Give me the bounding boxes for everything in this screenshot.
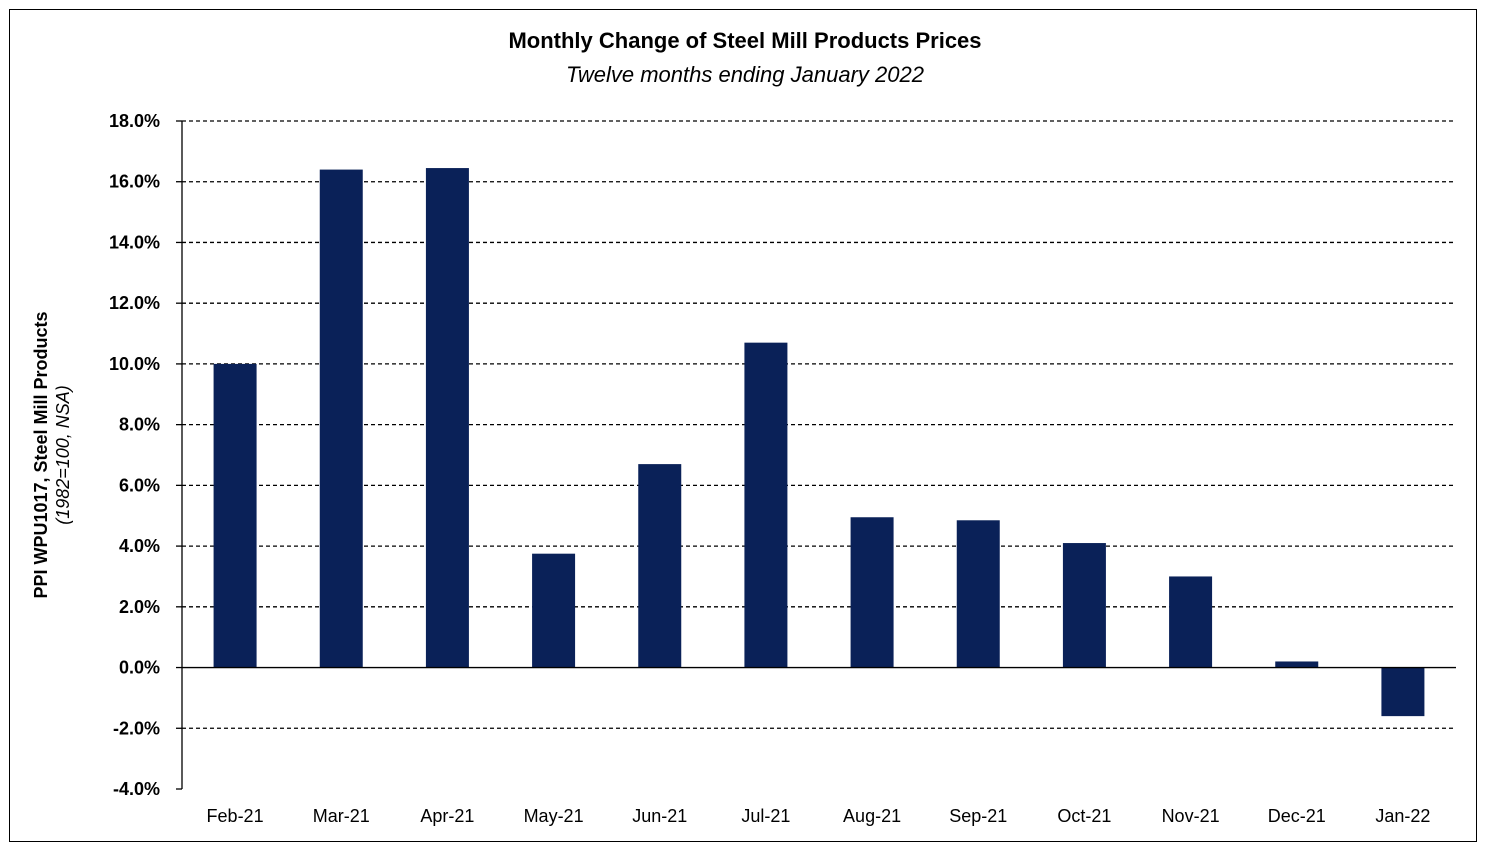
bar-jan-22 <box>1381 667 1425 717</box>
bar-dec-21 <box>1275 661 1319 668</box>
x-tick-label: Mar-21 <box>313 806 370 826</box>
bar-sep-21 <box>956 520 1000 668</box>
x-tick-label: Nov-21 <box>1162 806 1220 826</box>
bar-nov-21 <box>1169 576 1213 668</box>
y-tick-label: 16.0% <box>109 172 160 192</box>
bar-feb-21 <box>213 363 257 668</box>
y-tick-label: 2.0% <box>119 597 160 617</box>
y-tick-labels: -4.0% -2.0% 0.0% 2.0% 4.0% 6.0% 8.0% 10.0% 12.0%… <box>109 111 160 799</box>
y-tick-label: 8.0% <box>119 415 160 435</box>
x-tick-label: Jun-21 <box>632 806 687 826</box>
bar-mar-21 <box>319 169 363 668</box>
x-tick-labels: Feb-21 Mar-21 Apr-21 May-21 Jun-21 Jul-21 Aug-… <box>207 806 1431 826</box>
x-tick-label: Jan-22 <box>1375 806 1430 826</box>
y-tick-label: 14.0% <box>109 232 160 252</box>
y-tick-label: -2.0% <box>113 718 160 738</box>
y-tick-label: 6.0% <box>119 475 160 495</box>
bar-jul-21 <box>744 342 788 668</box>
bar-oct-21 <box>1062 543 1106 668</box>
x-tick-label: Aug-21 <box>843 806 901 826</box>
y-tick-label: 12.0% <box>109 293 160 313</box>
x-tick-label: Oct-21 <box>1057 806 1111 826</box>
gridlines <box>176 120 1456 790</box>
x-tick-label: Sep-21 <box>949 806 1007 826</box>
y-tick-label: 10.0% <box>109 354 160 374</box>
axes <box>181 121 1456 789</box>
bar-jun-21 <box>638 464 682 668</box>
y-tick-label: 4.0% <box>119 536 160 556</box>
x-tick-label: Feb-21 <box>207 806 264 826</box>
x-tick-label: Apr-21 <box>420 806 474 826</box>
bar-apr-21 <box>425 168 469 668</box>
y-tick-label: -4.0% <box>113 779 160 799</box>
x-tick-label: May-21 <box>524 806 584 826</box>
bar-may-21 <box>532 553 576 668</box>
y-tick-label: 0.0% <box>119 658 160 678</box>
x-tick-label: Jul-21 <box>741 806 790 826</box>
bar-aug-21 <box>850 517 894 668</box>
bars <box>213 168 1425 717</box>
chart-title: Monthly Change of Steel Mill Products Pr… <box>508 28 982 53</box>
chart-subtitle: Twelve months ending January 2022 <box>566 62 924 87</box>
x-tick-label: Dec-21 <box>1268 806 1326 826</box>
y-tick-label: 18.0% <box>109 111 160 131</box>
